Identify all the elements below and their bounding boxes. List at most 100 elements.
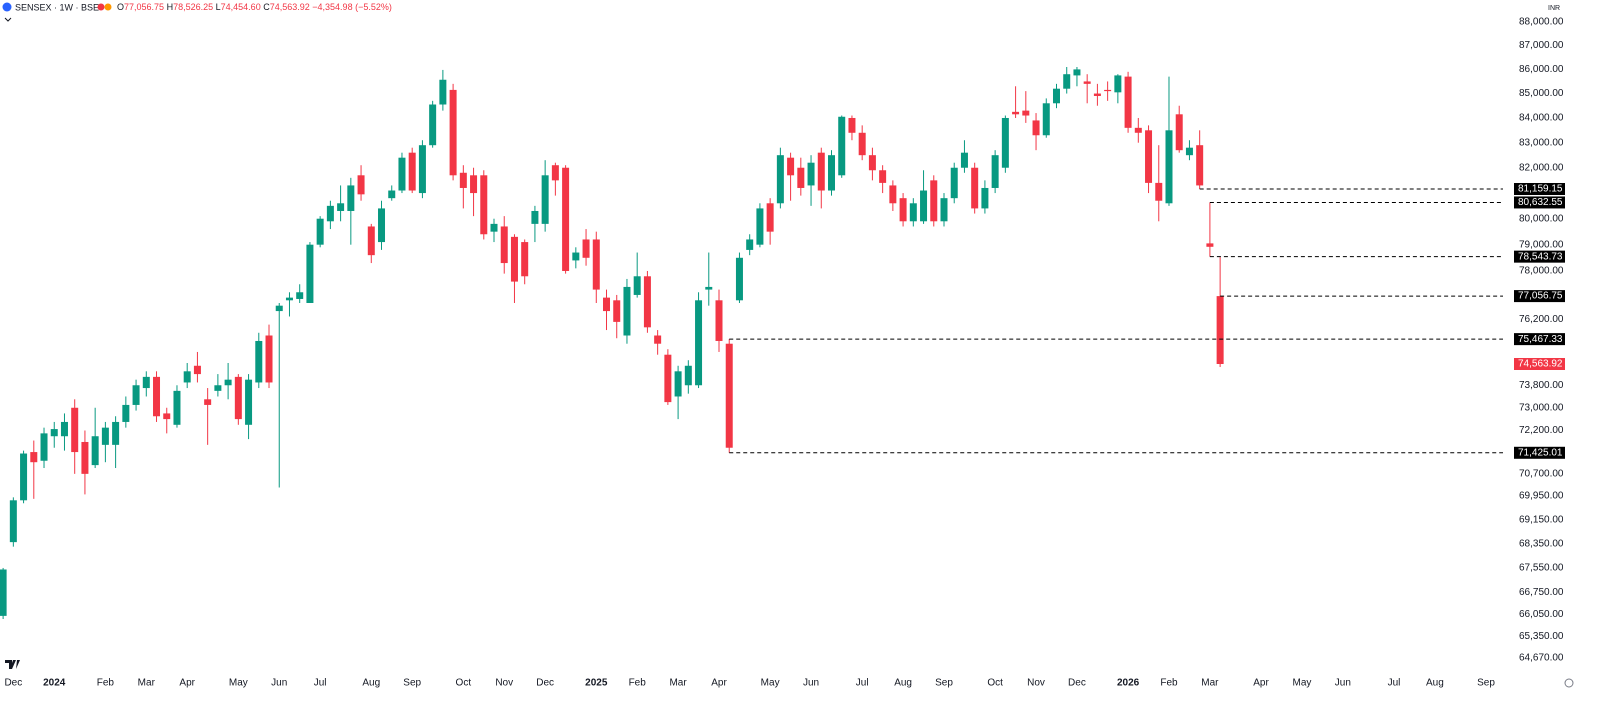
x-tick-label: Feb: [629, 678, 647, 689]
candle-body: [326, 205, 334, 222]
candle-body: [81, 441, 89, 474]
candle-body: [234, 376, 242, 420]
x-tick-label: Dec: [536, 678, 554, 689]
ohlc-key: O: [117, 2, 124, 12]
level-label-box: [1514, 183, 1565, 196]
candle-body: [1206, 243, 1214, 247]
candle-body: [214, 385, 222, 391]
x-tick-label: Apr: [179, 678, 195, 689]
candle-body: [60, 421, 68, 437]
candle-body: [603, 297, 611, 312]
y-tick-label: 85,000.00: [1519, 88, 1564, 99]
candle-body: [817, 152, 825, 191]
x-tick-label: Aug: [1426, 678, 1444, 689]
candle-body: [398, 157, 406, 191]
y-tick-label: 88,000.00: [1519, 17, 1564, 28]
candle-body: [204, 399, 212, 405]
x-tick-label: Jun: [271, 678, 287, 689]
candle-body: [449, 89, 457, 176]
candle-body: [1012, 111, 1020, 115]
candle-body: [746, 239, 754, 250]
candle-body: [510, 236, 518, 282]
candle-body: [1216, 296, 1224, 364]
x-tick-label: Nov: [495, 678, 513, 689]
y-tick-label: 70,700.00: [1519, 468, 1564, 479]
candle-body: [776, 155, 784, 204]
y-tick-label: 65,350.00: [1519, 631, 1564, 642]
candle-body: [674, 371, 682, 397]
x-tick-label: Mar: [138, 678, 156, 689]
y-tick-label: 86,000.00: [1519, 64, 1564, 75]
x-tick-label: Feb: [97, 678, 115, 689]
candle-body: [858, 132, 866, 156]
x-tick-label: Dec: [4, 678, 22, 689]
candle-body: [930, 180, 938, 222]
candle-body: [684, 365, 692, 386]
candle-body: [183, 371, 191, 383]
candle-body: [807, 162, 815, 186]
ohlc-value: 78,526.25: [173, 2, 213, 12]
candle-body: [582, 239, 590, 258]
candle-body: [633, 276, 641, 295]
symbol-icon: [2, 2, 12, 12]
candle-body: [981, 187, 989, 209]
candle-body: [0, 569, 7, 616]
delay-dot: [104, 3, 112, 11]
level-label-box: [1514, 290, 1565, 303]
x-tick-label: Jun: [1335, 678, 1351, 689]
level-label: 77,056.75: [1518, 291, 1563, 302]
candle-body: [1104, 89, 1112, 92]
candle-body: [316, 218, 324, 245]
settings-icon[interactable]: [1564, 678, 1574, 688]
collapse-chevron[interactable]: [4, 17, 12, 22]
y-tick-label: 64,670.00: [1519, 653, 1564, 664]
y-tick-label: 82,000.00: [1519, 162, 1564, 173]
candle-body: [500, 226, 508, 264]
y-tick-label: 73,000.00: [1519, 402, 1564, 413]
level-label-box: [1514, 333, 1565, 346]
candle-body: [1052, 88, 1060, 104]
candle-body: [132, 385, 140, 405]
x-tick-label: Dec: [1068, 678, 1086, 689]
candle-body: [613, 300, 621, 322]
x-tick-label: Jul: [314, 678, 327, 689]
candle-body: [1155, 182, 1163, 201]
level-label: 75,467.33: [1518, 334, 1563, 345]
candle-body: [71, 407, 79, 453]
y-tick-label: 73,800.00: [1519, 380, 1564, 391]
candle-body: [255, 340, 263, 383]
candle-body: [91, 436, 99, 466]
candle-body: [224, 379, 232, 386]
y-tick-label: 76,200.00: [1519, 314, 1564, 325]
x-tick-label: Jul: [1388, 678, 1401, 689]
candle-body: [643, 276, 651, 328]
candle-body: [1114, 75, 1122, 93]
candle-body: [439, 79, 447, 105]
candle-body: [664, 354, 672, 403]
candle-body: [592, 239, 600, 290]
symbol: SENSEX · 1W · BSE: [15, 2, 99, 12]
candle-body: [1063, 74, 1071, 89]
candle-body: [122, 404, 130, 422]
ohlc-key: H: [167, 2, 174, 12]
candle-body: [695, 300, 703, 386]
candle-body: [1196, 145, 1204, 186]
candle-body: [153, 376, 161, 417]
candle-body: [889, 185, 897, 204]
candle-body: [623, 286, 631, 336]
candle-body: [705, 286, 713, 290]
level-label: 80,632.55: [1518, 197, 1563, 208]
candle-body: [920, 190, 928, 222]
candle-body: [163, 413, 171, 420]
ohlc-value: 74,563.92: [270, 2, 310, 12]
logo: [5, 660, 20, 669]
last-price-box: [1514, 357, 1565, 370]
y-tick-label: 69,150.00: [1519, 514, 1564, 525]
candle-body: [1083, 81, 1091, 84]
candle-body: [531, 210, 539, 224]
candle-body: [868, 155, 876, 171]
candle-body: [766, 203, 774, 232]
x-tick-label: Sep: [935, 678, 953, 689]
x-tick-label: May: [1292, 678, 1311, 689]
